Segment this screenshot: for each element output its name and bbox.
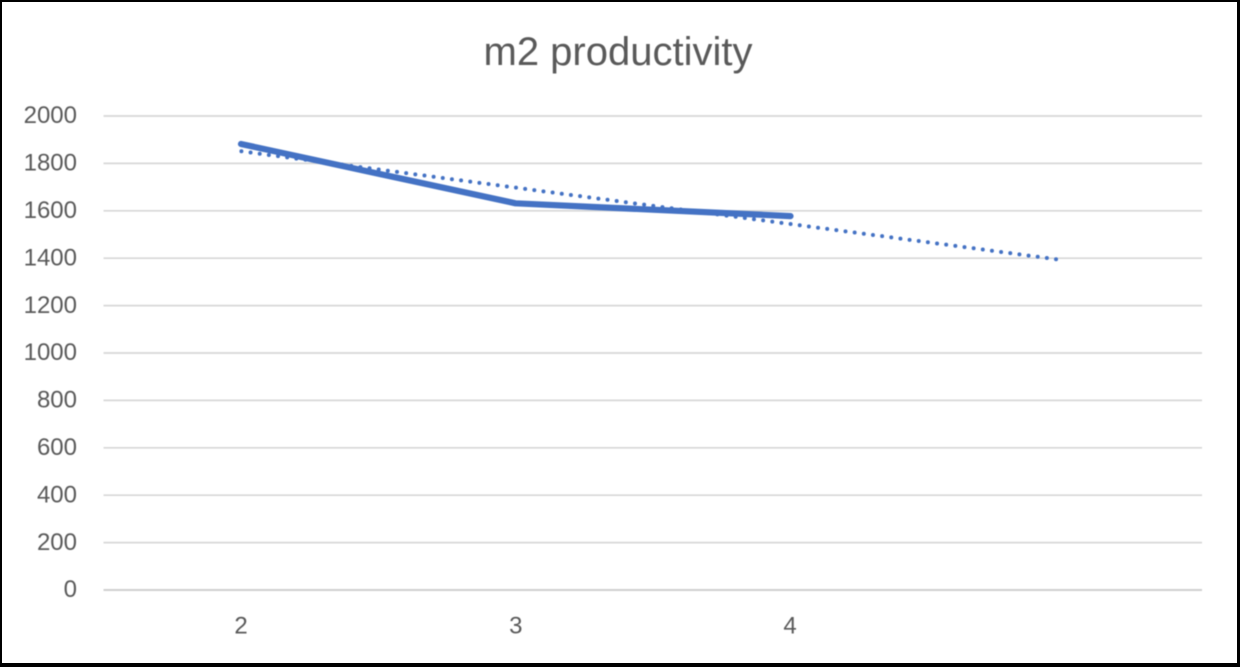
svg-text:m2 productivity: m2 productivity — [484, 30, 753, 74]
svg-text:2: 2 — [234, 612, 247, 639]
svg-text:1800: 1800 — [24, 150, 77, 177]
svg-text:400: 400 — [37, 481, 77, 508]
svg-text:1000: 1000 — [24, 339, 77, 366]
svg-text:3: 3 — [509, 612, 522, 639]
svg-text:600: 600 — [37, 434, 77, 461]
svg-text:200: 200 — [37, 529, 77, 556]
svg-text:2000: 2000 — [24, 102, 77, 129]
svg-text:800: 800 — [37, 387, 77, 414]
svg-text:1400: 1400 — [24, 244, 77, 271]
svg-text:0: 0 — [64, 576, 77, 603]
svg-text:1200: 1200 — [24, 292, 77, 319]
svg-text:1600: 1600 — [24, 197, 77, 224]
svg-text:4: 4 — [783, 612, 796, 639]
